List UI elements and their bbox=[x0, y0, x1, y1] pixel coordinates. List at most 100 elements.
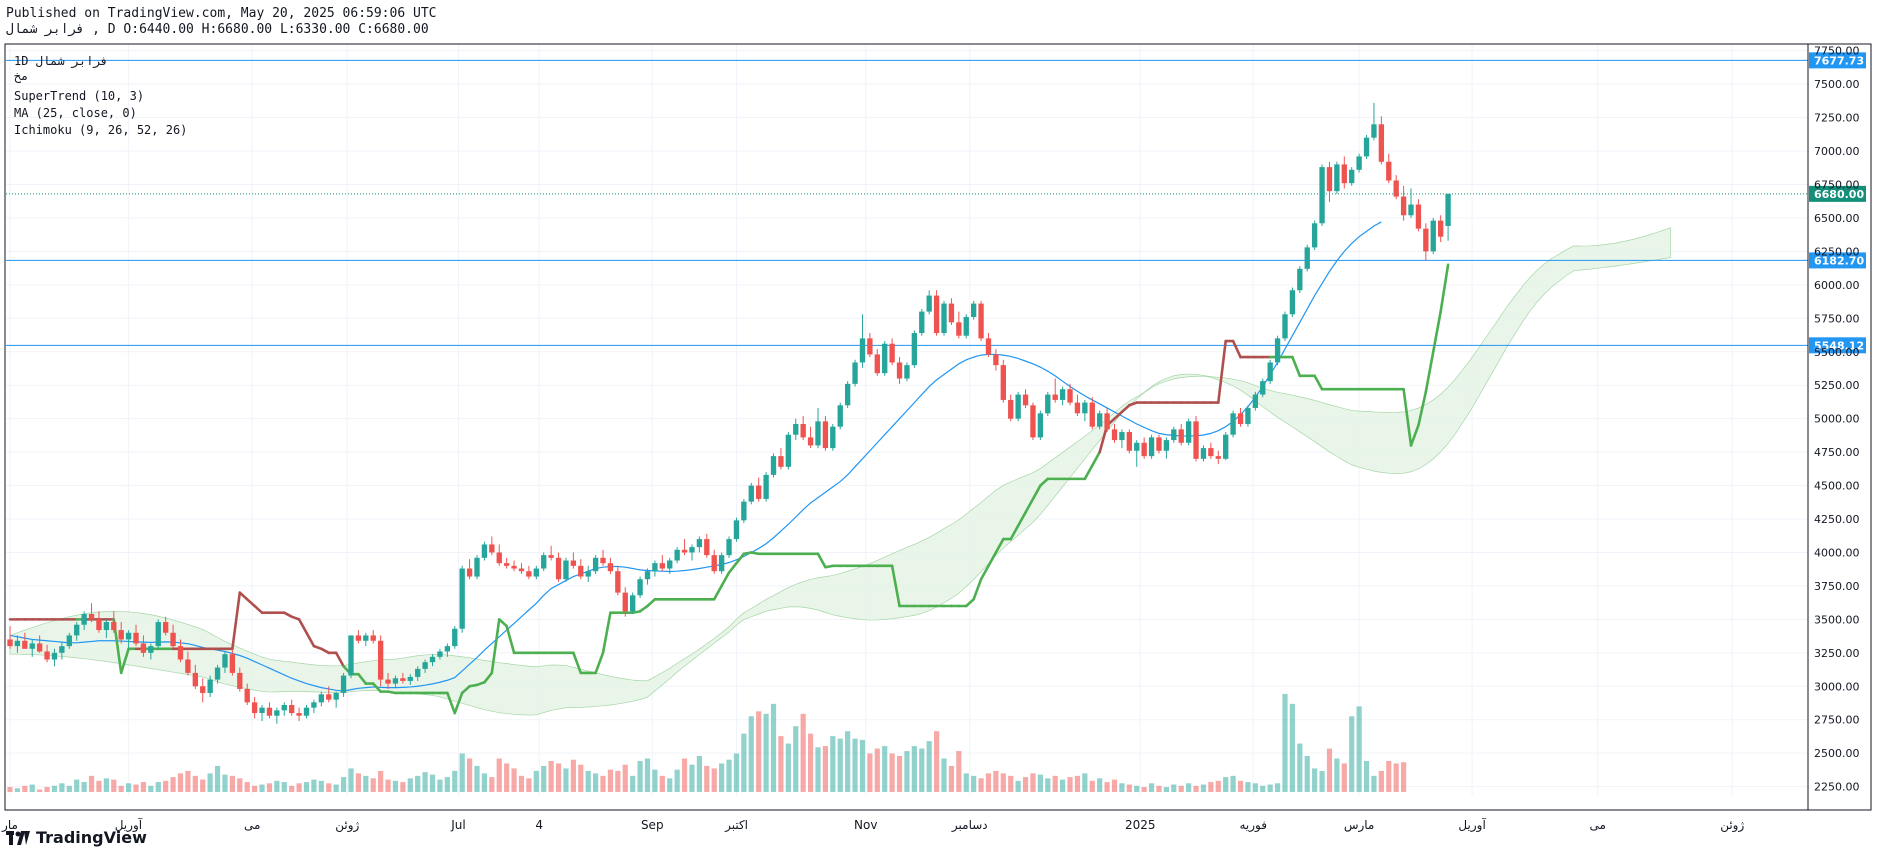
volume-bar bbox=[1045, 778, 1051, 792]
supertrend-segment bbox=[735, 552, 746, 565]
time-tick-label: ژوئن bbox=[335, 818, 359, 833]
candle-body bbox=[748, 485, 754, 502]
candle-body bbox=[1400, 196, 1407, 216]
volume-bar bbox=[822, 746, 828, 792]
volume-bar bbox=[882, 746, 888, 792]
tradingview-logo[interactable]: TradingView bbox=[6, 828, 147, 847]
volume-bar bbox=[274, 780, 280, 792]
volume-bar bbox=[88, 775, 95, 792]
chart-border bbox=[4, 43, 1872, 811]
candle-body bbox=[563, 560, 569, 580]
volume-bar bbox=[689, 764, 695, 792]
volume-bar bbox=[1134, 785, 1140, 792]
candle-body bbox=[1067, 389, 1073, 403]
ichimoku-cloud-area bbox=[9, 227, 1671, 716]
volume-bar bbox=[1349, 716, 1355, 792]
candle-body bbox=[444, 646, 451, 652]
volume-bar bbox=[644, 758, 651, 792]
volume-bar bbox=[696, 756, 702, 792]
candlesticks bbox=[7, 102, 1451, 724]
price-axis: 2250.00 2500.00 2750.00 3000.00 3250.00 3500.… bbox=[1814, 45, 1860, 794]
supertrend-segment bbox=[297, 618, 308, 635]
candle-body bbox=[904, 365, 910, 379]
volume-bar bbox=[1052, 775, 1058, 792]
candle-body bbox=[785, 434, 792, 467]
volume-bar bbox=[392, 780, 399, 792]
candle-body bbox=[81, 614, 87, 625]
volume-bar bbox=[1119, 783, 1125, 792]
supertrend-segment bbox=[816, 552, 827, 569]
candle-body bbox=[607, 563, 614, 572]
candle-body bbox=[222, 654, 228, 668]
volume-bar bbox=[667, 778, 673, 792]
volume-bar bbox=[637, 760, 643, 792]
candle-body bbox=[1326, 167, 1333, 192]
candle-body bbox=[578, 565, 584, 577]
candle-body bbox=[874, 354, 880, 374]
volume-bar bbox=[1334, 758, 1340, 792]
candle-body bbox=[481, 544, 488, 558]
time-tick-label: Jul bbox=[450, 818, 465, 832]
candle-body bbox=[696, 539, 703, 548]
supertrend-segment bbox=[231, 591, 242, 651]
candle-body bbox=[474, 557, 480, 577]
candle-body bbox=[1178, 429, 1184, 443]
candle-body bbox=[503, 563, 510, 566]
candle-body bbox=[1134, 442, 1140, 451]
ichimoku-cloud bbox=[9, 227, 1671, 716]
volume-bar bbox=[1022, 777, 1029, 792]
volume-bar bbox=[726, 759, 732, 792]
volume-bar bbox=[333, 784, 339, 792]
volume-bar bbox=[807, 733, 814, 792]
legend-ma[interactable]: MA (25, close, 0) bbox=[14, 106, 137, 120]
candle-body bbox=[22, 640, 28, 649]
price-tick-label: 7250.00 bbox=[1814, 112, 1860, 125]
supertrend-segment bbox=[638, 604, 649, 613]
candle-body bbox=[1082, 402, 1088, 414]
volume-bar bbox=[140, 782, 147, 792]
candle-body bbox=[763, 474, 769, 499]
volume-bar bbox=[963, 773, 969, 792]
supertrend-segment bbox=[505, 624, 516, 655]
supertrend-segment bbox=[1431, 310, 1442, 354]
candle-body bbox=[652, 563, 658, 572]
candle-body bbox=[1185, 421, 1192, 443]
candle-body bbox=[1171, 429, 1177, 441]
supertrend-segment bbox=[890, 564, 901, 608]
supertrend-segment bbox=[320, 647, 331, 655]
legend-supertrend[interactable]: SuperTrend (10, 3) bbox=[14, 89, 144, 103]
candle-body bbox=[1104, 413, 1110, 430]
candle-body bbox=[1430, 220, 1436, 252]
candle-body bbox=[125, 632, 132, 640]
candle-body bbox=[800, 424, 806, 438]
volume-bar bbox=[177, 773, 184, 792]
candle-body bbox=[1230, 413, 1236, 435]
supertrend-segment bbox=[1083, 464, 1094, 481]
candle-body bbox=[637, 579, 643, 596]
price-tick-label: 7500.00 bbox=[1814, 78, 1860, 91]
candle-body bbox=[214, 667, 221, 680]
volume-bar bbox=[96, 780, 102, 792]
volume-bar bbox=[896, 756, 903, 792]
legend-ichimoku[interactable]: Ichimoku (9, 26, 52, 26) bbox=[14, 123, 187, 137]
time-tick-label: آوریل bbox=[1458, 817, 1486, 833]
supertrend-segment bbox=[1009, 524, 1020, 541]
volume-bar bbox=[303, 782, 310, 792]
candle-body bbox=[111, 622, 117, 631]
volume-bar bbox=[496, 758, 502, 792]
time-tick-label: ژوئن bbox=[1720, 818, 1744, 833]
price-tick-label: 5250.00 bbox=[1814, 379, 1860, 392]
volume-bar bbox=[385, 779, 391, 792]
candle-body bbox=[733, 520, 740, 540]
candle-body bbox=[852, 362, 858, 384]
volume-bar bbox=[200, 779, 206, 792]
horizontal-lines: 7677.73 6182.70 5548.12 6680.00 bbox=[6, 52, 1866, 354]
volume-bar bbox=[985, 773, 992, 792]
volume-bar bbox=[911, 746, 917, 792]
candle-body bbox=[815, 421, 821, 446]
supertrend-segment bbox=[720, 571, 731, 588]
volume-bar bbox=[1074, 775, 1081, 792]
volume-bar bbox=[237, 778, 243, 792]
volume-bar bbox=[22, 785, 28, 792]
